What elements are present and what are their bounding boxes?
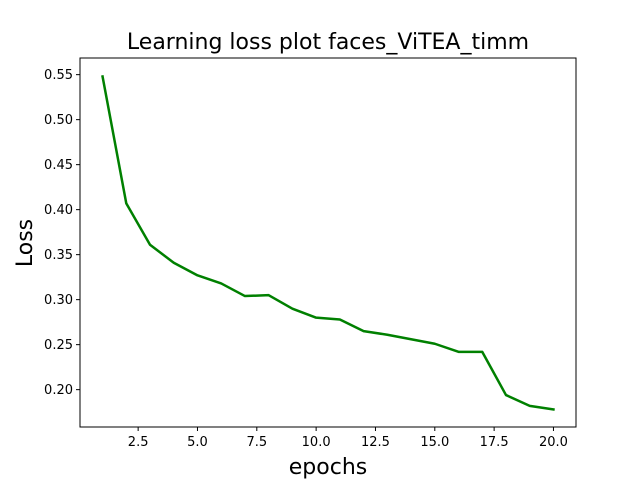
x-tick-label: 10.0 [302, 435, 331, 450]
x-tick-label: 20.0 [539, 435, 568, 450]
x-tick-label: 15.0 [420, 435, 449, 450]
y-tick-label: 0.25 [44, 338, 73, 353]
y-tick-label: 0.35 [44, 248, 73, 263]
x-tick-label: 12.5 [361, 435, 390, 450]
y-tick-label: 0.50 [44, 113, 73, 128]
y-tick-label: 0.55 [44, 68, 73, 83]
plot-frame [79, 57, 577, 428]
x-tick-label: 5.0 [187, 435, 208, 450]
loss-series-line [101, 74, 555, 411]
y-tick-label: 0.45 [44, 158, 73, 173]
y-tick-label: 0.20 [44, 383, 73, 398]
x-axis-label: epochs [289, 455, 367, 480]
y-axis-label: Loss [13, 219, 38, 267]
x-tick-label: 17.5 [480, 435, 509, 450]
y-tick-label: 0.40 [44, 203, 73, 218]
x-tick-label: 7.5 [246, 435, 267, 450]
y-tick-label: 0.30 [44, 293, 73, 308]
chart-title: Learning loss plot faces_ViTEA_timm [127, 30, 529, 55]
x-tick-label: 2.5 [128, 435, 149, 450]
plot-area [80, 58, 576, 427]
